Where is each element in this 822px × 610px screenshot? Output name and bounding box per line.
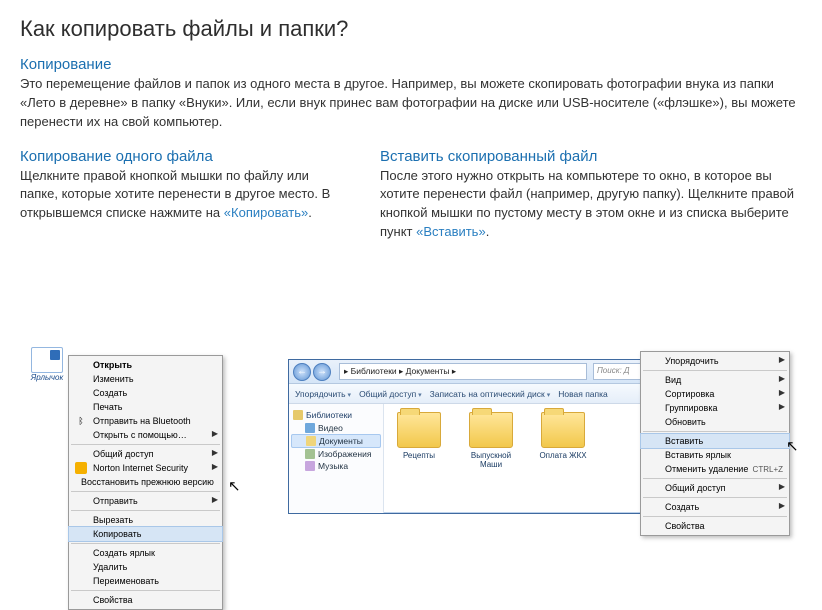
- menu-item[interactable]: Обновить: [641, 415, 789, 429]
- sidebar-item[interactable]: Документы: [291, 434, 381, 448]
- address-bar[interactable]: ▸ Библиотеки ▸ Документы ▸: [339, 363, 587, 380]
- folder-icon: [469, 412, 513, 448]
- paste-link: «Вставить»: [416, 224, 486, 239]
- folder-label: Рецепты: [390, 451, 448, 460]
- menu-item[interactable]: Отменить удалениеCTRL+Z: [641, 462, 789, 476]
- right-text-after: .: [486, 224, 490, 239]
- menu-item[interactable]: Печать: [69, 400, 222, 414]
- right-text: После этого нужно открыть на компьютере …: [380, 167, 802, 242]
- menu-item[interactable]: Свойства: [69, 593, 222, 607]
- explorer-toolbar: Упорядочить Общий доступ Записать на оптич…: [289, 384, 657, 404]
- desktop-file-label: Ярлычок: [28, 373, 66, 382]
- copy-link: «Копировать»: [224, 205, 308, 220]
- sidebar-item[interactable]: Музыка: [291, 460, 381, 472]
- explorer-sidebar: БиблиотекиВидеоДокументыИзображенияМузык…: [289, 404, 384, 514]
- menu-item[interactable]: Вставить ярлык: [641, 448, 789, 462]
- context-menu-paste: Упорядочить▶Вид▶Сортировка▶Группировка▶О…: [640, 351, 790, 536]
- explorer-window: ← → ▸ Библиотеки ▸ Документы ▸ Поиск: Д …: [288, 359, 658, 514]
- sidebar-item[interactable]: Изображения: [291, 448, 381, 460]
- menu-item[interactable]: Общий доступ▶: [69, 447, 222, 461]
- menu-item[interactable]: Сортировка▶: [641, 387, 789, 401]
- menu-item[interactable]: Свойства: [641, 519, 789, 533]
- screenshot-area: Ярлычок ОткрытьИзменитьСоздатьПечатьᛒОтп…: [20, 347, 822, 529]
- nav-forward-button[interactable]: →: [313, 363, 331, 381]
- intro-heading: Копирование: [20, 56, 802, 73]
- menu-item[interactable]: Удалить: [69, 560, 222, 574]
- menu-item[interactable]: Группировка▶: [641, 401, 789, 415]
- screenshot-paste: ← → ▸ Библиотеки ▸ Документы ▸ Поиск: Д …: [288, 359, 808, 527]
- folder-item[interactable]: Выпускной Маши: [462, 412, 520, 507]
- right-heading: Вставить скопированный файл: [380, 148, 802, 165]
- folder-icon: [397, 412, 441, 448]
- toolbar-item[interactable]: Записать на оптический диск: [430, 389, 551, 399]
- folder-label: Выпускной Маши: [462, 451, 520, 469]
- menu-item[interactable]: Создать ярлык: [69, 546, 222, 560]
- menu-item[interactable]: Копировать: [69, 527, 222, 541]
- folder-label: Оплата ЖКХ: [534, 451, 592, 460]
- menu-item[interactable]: Переименовать: [69, 574, 222, 588]
- intro-text: Это перемещение файлов и папок из одного…: [20, 75, 802, 132]
- left-text: Щелкните правой кнопкой мышки по файлу и…: [20, 167, 350, 224]
- menu-item[interactable]: Общий доступ▶: [641, 481, 789, 495]
- menu-item[interactable]: Создать: [69, 386, 222, 400]
- toolbar-item[interactable]: Общий доступ: [359, 389, 422, 399]
- menu-item[interactable]: Изменить: [69, 372, 222, 386]
- menu-item[interactable]: Отправить▶: [69, 494, 222, 508]
- nav-back-button[interactable]: ←: [293, 363, 311, 381]
- toolbar-item[interactable]: Упорядочить: [295, 389, 351, 399]
- menu-item[interactable]: Открыть с помощью…▶: [69, 428, 222, 442]
- sidebar-item[interactable]: Видео: [291, 422, 381, 434]
- cursor-icon: ↖: [786, 437, 799, 455]
- sidebar-group[interactable]: Библиотеки: [291, 408, 381, 422]
- page-title: Как копировать файлы и папки?: [20, 16, 802, 42]
- toolbar-item[interactable]: Новая папка: [558, 389, 608, 399]
- menu-item[interactable]: Открыть: [69, 358, 222, 372]
- cursor-icon: ↖: [228, 477, 241, 495]
- menu-item[interactable]: Восстановить прежнюю версию: [69, 475, 222, 489]
- folder-item[interactable]: Рецепты: [390, 412, 448, 507]
- left-heading: Копирование одного файла: [20, 148, 350, 165]
- menu-item[interactable]: Вставить: [641, 434, 789, 448]
- explorer-titlebar: ← → ▸ Библиотеки ▸ Документы ▸ Поиск: Д: [289, 360, 657, 384]
- menu-item[interactable]: Norton Internet Security▶: [69, 461, 222, 475]
- menu-item[interactable]: Вырезать: [69, 513, 222, 527]
- menu-item[interactable]: ᛒОтправить на Bluetooth: [69, 414, 222, 428]
- menu-item[interactable]: Вид▶: [641, 373, 789, 387]
- screenshot-copy: Ярлычок ОткрытьИзменитьСоздатьПечатьᛒОтп…: [28, 347, 248, 527]
- folder-icon: [541, 412, 585, 448]
- explorer-files: Рецепты Выпускной Маши Оплата ЖКХ: [384, 404, 657, 514]
- menu-item[interactable]: Упорядочить▶: [641, 354, 789, 368]
- context-menu-copy: ОткрытьИзменитьСоздатьПечатьᛒОтправить н…: [68, 355, 223, 610]
- left-text-after: .: [308, 205, 312, 220]
- folder-item[interactable]: Оплата ЖКХ: [534, 412, 592, 507]
- desktop-file-icon[interactable]: Ярлычок: [28, 347, 66, 397]
- menu-item[interactable]: Создать▶: [641, 500, 789, 514]
